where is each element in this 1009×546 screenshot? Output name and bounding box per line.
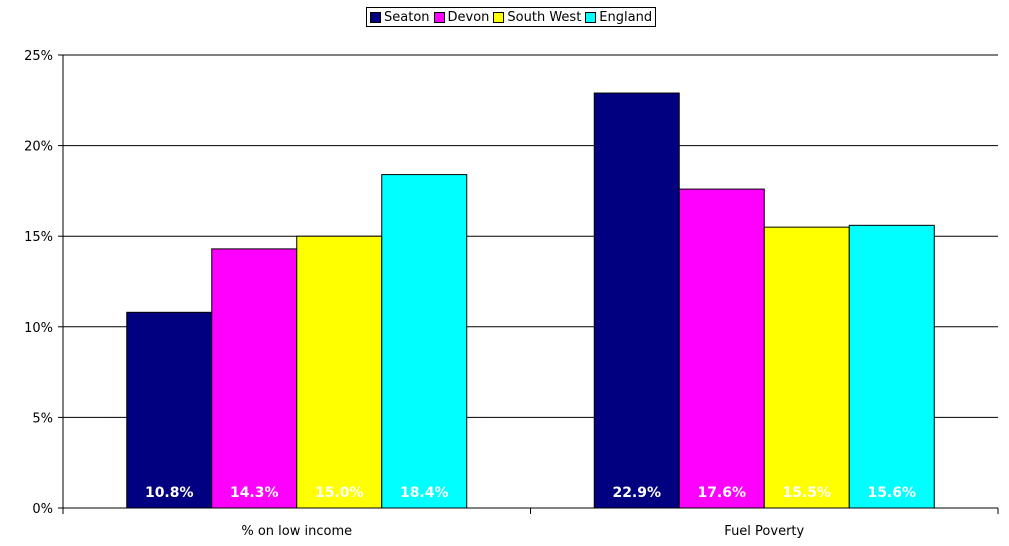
bar: [678, 188, 765, 509]
legend-swatch: [433, 11, 445, 23]
x-tick-label: % on low income: [241, 524, 352, 539]
data-label: 15.6%: [867, 485, 916, 501]
data-label: 17.6%: [697, 485, 746, 501]
legend-item: England: [585, 10, 652, 25]
data-label: 15.5%: [782, 485, 831, 501]
y-tick-label: 0%: [32, 502, 53, 517]
y-tick-label: 5%: [32, 411, 53, 426]
legend-swatch: [585, 11, 597, 23]
y-tick-label: 10%: [24, 321, 53, 336]
bar: [763, 226, 850, 509]
bar: [211, 248, 298, 509]
bar: [848, 224, 935, 509]
bar: [593, 92, 680, 509]
bar: [126, 311, 213, 509]
legend-swatch: [370, 11, 381, 23]
data-label: 15.0%: [315, 485, 364, 501]
legend-item: South West: [493, 10, 581, 25]
x-tick-label: Fuel Poverty: [724, 524, 804, 539]
data-label: 18.4%: [400, 485, 449, 501]
legend: Seaton Devon South West England: [366, 7, 657, 27]
legend-label: England: [599, 9, 653, 25]
y-tick-label: 15%: [24, 230, 53, 245]
legend-swatch: [493, 11, 505, 23]
legend-item: Seaton: [370, 10, 430, 25]
y-tick-label: 25%: [24, 49, 53, 64]
legend-label: Devon: [447, 9, 490, 25]
data-label: 14.3%: [230, 485, 279, 501]
data-label: 22.9%: [612, 485, 661, 501]
legend-label: Seaton: [384, 9, 430, 25]
legend-item: Devon: [433, 9, 490, 25]
bar: [296, 235, 383, 509]
data-label: 10.8%: [145, 485, 194, 501]
y-tick-label: 20%: [24, 140, 53, 155]
legend-label: South West: [507, 9, 582, 25]
bar: [381, 174, 468, 509]
